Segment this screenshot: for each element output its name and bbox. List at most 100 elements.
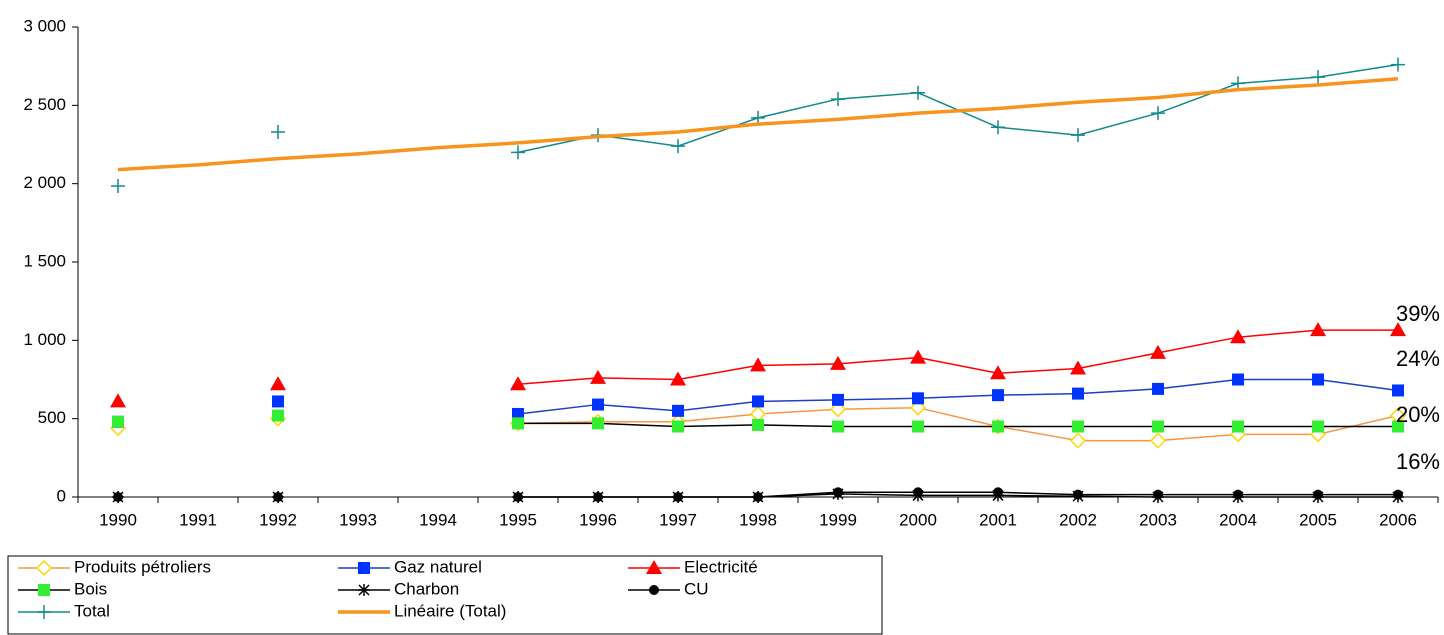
marker (111, 179, 125, 194)
marker (673, 492, 683, 502)
series-line (517, 378, 1399, 415)
marker (990, 365, 1006, 380)
y-tick-label: 0 (57, 486, 66, 505)
x-tick-label: 2001 (979, 510, 1017, 529)
y-tick-label: 500 (38, 408, 66, 427)
marker (270, 376, 286, 391)
legend-label: Charbon (394, 579, 459, 598)
legend: Produits pétroliers Gaz naturel Electricit… (7, 555, 883, 635)
marker (991, 120, 1005, 135)
marker (1071, 128, 1085, 143)
x-tick-label: 2002 (1059, 510, 1097, 529)
marker (670, 371, 686, 386)
marker (992, 420, 1004, 433)
legend-label: CU (684, 579, 709, 598)
marker (1153, 489, 1163, 500)
marker (752, 418, 764, 431)
legend-label: Produits pétroliers (74, 557, 211, 576)
x-tick-label: 1998 (739, 510, 777, 529)
marker (1152, 420, 1164, 433)
marker (37, 605, 51, 619)
marker (510, 376, 526, 391)
marker (993, 487, 1003, 498)
marker (112, 415, 124, 428)
marker (511, 145, 525, 160)
marker (910, 349, 926, 364)
marker (590, 369, 606, 384)
x-tick-label: 1994 (419, 510, 457, 529)
marker (592, 417, 604, 430)
annotation: 16% (1396, 449, 1440, 474)
series-line (518, 491, 1398, 498)
marker (833, 487, 843, 498)
marker (1233, 489, 1243, 500)
marker (912, 392, 924, 405)
marker (749, 405, 767, 423)
marker (1312, 373, 1324, 386)
marker (1149, 432, 1167, 449)
marker (671, 139, 685, 154)
legend-label: Electricité (684, 557, 758, 576)
marker (1151, 106, 1165, 121)
y-tick-label: 1 500 (23, 251, 66, 270)
x-tick-label: 1997 (659, 510, 697, 529)
marker (1393, 489, 1403, 500)
marker (831, 92, 845, 107)
marker (830, 355, 846, 370)
marker (512, 407, 524, 420)
marker (593, 492, 603, 502)
marker (273, 492, 283, 502)
marker (271, 124, 285, 139)
x-tick-label: 1990 (99, 510, 137, 529)
marker (358, 562, 370, 574)
marker (513, 492, 523, 502)
marker (1232, 373, 1244, 386)
marker (592, 398, 604, 411)
legend-label: Gaz naturel (394, 557, 482, 576)
series-line (517, 63, 1399, 154)
marker (992, 389, 1004, 402)
marker (752, 395, 764, 408)
x-tick-label: 1992 (259, 510, 297, 529)
marker (1390, 322, 1406, 337)
x-tick-label: 2006 (1379, 510, 1417, 529)
marker (1070, 360, 1086, 375)
x-tick-label: 1993 (339, 510, 377, 529)
marker (512, 417, 524, 430)
annotation: 24% (1396, 346, 1440, 371)
legend-label: Bois (74, 579, 107, 598)
series-line (518, 422, 1398, 428)
marker (649, 585, 659, 595)
annotation: 39% (1396, 301, 1440, 326)
marker (1392, 384, 1404, 397)
marker (1152, 382, 1164, 395)
marker (35, 559, 53, 577)
marker (358, 584, 370, 596)
marker (1072, 387, 1084, 400)
marker (911, 85, 925, 100)
marker (272, 395, 284, 408)
marker (1150, 344, 1166, 359)
marker (832, 393, 844, 406)
marker (912, 420, 924, 433)
marker (1072, 420, 1084, 433)
y-tick-label: 2 000 (23, 173, 66, 192)
series-line (517, 329, 1398, 385)
x-tick-label: 2000 (899, 510, 937, 529)
marker (113, 492, 123, 502)
marker (750, 357, 766, 372)
marker (272, 409, 284, 422)
annotation: 20% (1396, 402, 1440, 427)
marker (110, 393, 126, 408)
marker (38, 584, 50, 596)
marker (1232, 420, 1244, 433)
x-tick-label: 2005 (1299, 510, 1337, 529)
marker (1073, 489, 1083, 500)
marker (1312, 420, 1324, 433)
marker (1313, 489, 1323, 500)
marker (1230, 329, 1246, 344)
marker (646, 560, 662, 574)
x-tick-label: 1999 (819, 510, 857, 529)
x-tick-label: 1996 (579, 510, 617, 529)
